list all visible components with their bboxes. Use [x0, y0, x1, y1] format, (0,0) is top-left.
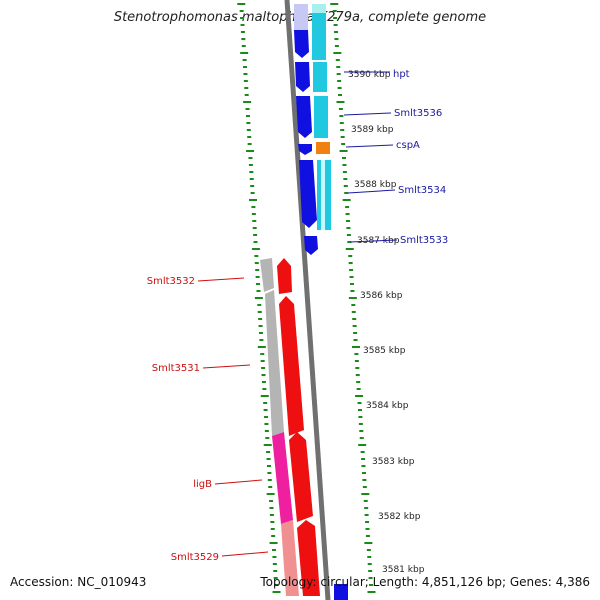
gene-label-smlt3531[interactable]: Smlt3531	[152, 363, 200, 374]
feature-cds-ligb[interactable]	[289, 432, 313, 522]
gene-leader-line	[202, 364, 251, 369]
feature-cog-smlt3532[interactable]	[260, 258, 274, 292]
genome-backbone	[284, 0, 331, 600]
feature-cog-smlt3529[interactable]	[281, 520, 299, 596]
scale-label: 3584 kbp	[366, 401, 409, 411]
feature-cds-smlt3531[interactable]	[279, 296, 304, 436]
feature-cog-hpt[interactable]	[313, 62, 327, 92]
gene-leader-line	[343, 112, 392, 116]
gene-leader-line	[214, 479, 263, 485]
feature-cds-hpt[interactable]	[295, 62, 310, 92]
gene-leader-line	[197, 277, 245, 282]
feature-cog-top[interactable]	[312, 4, 326, 13]
feature-light-block[interactable]	[294, 4, 308, 30]
right-tick-column	[330, 3, 376, 593]
scale-label: 3585 kbp	[363, 346, 406, 356]
feature-cds-cspa[interactable]	[298, 144, 312, 155]
accession-text: Accession: NC_010943	[10, 575, 147, 589]
feature-cog-highlight	[321, 160, 325, 230]
feature-cds-bottom[interactable]	[334, 584, 348, 600]
gene-label-smlt3536[interactable]: Smlt3536	[394, 108, 442, 119]
feature-cds-smlt3534[interactable]	[299, 160, 317, 228]
gene-leader-line	[221, 551, 269, 557]
feature-cog-ligb[interactable]	[272, 432, 293, 524]
gene-label-smlt3532[interactable]: Smlt3532	[147, 276, 195, 287]
feature-cds-smlt3529[interactable]	[297, 520, 320, 596]
feature-cds-smlt3536[interactable]	[296, 96, 312, 138]
gene-labels: hpt Smlt3536 cspA Smlt3534 Smlt3533 Smlt3532 S…	[147, 69, 449, 563]
feature-cog-cspa[interactable]	[316, 142, 330, 154]
scale-label: 3588 kbp	[354, 180, 397, 190]
gene-label-smlt3533[interactable]: Smlt3533	[400, 235, 448, 246]
scale-label: 3581 kbp	[382, 565, 425, 575]
scale-label: 3590 kbp	[348, 70, 391, 80]
scale-label: 3586 kbp	[360, 291, 403, 301]
gene-label-cspa[interactable]: cspA	[396, 140, 420, 151]
scale-label: 3589 kbp	[351, 125, 394, 135]
gene-label-smlt3534[interactable]: Smlt3534	[398, 185, 446, 196]
gene-label-hpt[interactable]: hpt	[393, 69, 410, 80]
genome-summary-text: Topology: circular; Length: 4,851,126 bp…	[260, 575, 590, 589]
gene-leader-line	[349, 239, 398, 243]
feature-cds-smlt3533[interactable]	[304, 236, 318, 255]
forward-strand-features	[294, 4, 331, 255]
scale-label: 3583 kbp	[372, 457, 415, 467]
gene-label-ligb[interactable]: ligB	[193, 479, 212, 490]
gene-leader-line	[345, 144, 394, 148]
feature-cds-1[interactable]	[294, 30, 309, 58]
feature-cog-smlt3531[interactable]	[265, 290, 284, 436]
feature-cog-smlt3536[interactable]	[314, 96, 328, 138]
scale-label: 3582 kbp	[378, 512, 421, 522]
left-tick-column	[237, 3, 281, 593]
feature-cog-1[interactable]	[312, 13, 326, 60]
reverse-strand-features	[260, 258, 320, 596]
gene-leader-line	[347, 189, 396, 194]
feature-cds-smlt3532[interactable]	[277, 258, 292, 294]
gene-label-smlt3529[interactable]: Smlt3529	[171, 552, 219, 563]
